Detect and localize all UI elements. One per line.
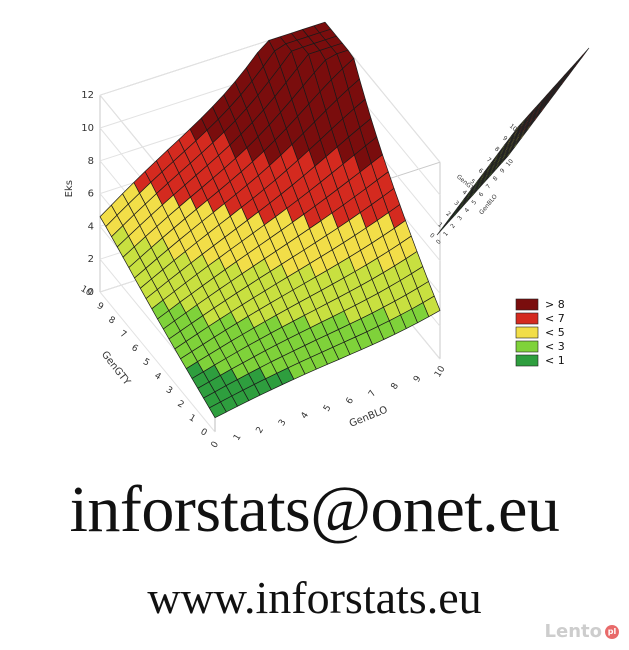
x-axis-label: GenBLO: [348, 405, 389, 430]
contour-y-tick: 7: [485, 156, 493, 164]
z-tick-label: 6: [88, 189, 94, 200]
z-tick-label: 2: [88, 254, 94, 265]
z-tick-label: 0: [88, 287, 94, 298]
contour-y-tick: 6: [477, 167, 485, 175]
legend-swatch: [515, 312, 539, 325]
watermark-badge: pl: [605, 624, 619, 639]
x-tick-label: 8: [390, 381, 402, 391]
contour-y-tick: 5: [469, 178, 477, 186]
contour-x-tick: 5: [470, 199, 478, 207]
x-tick-label: 5: [322, 403, 334, 413]
website-url[interactable]: www.inforstats.eu: [147, 572, 482, 623]
watermark-text: Lento: [544, 621, 602, 642]
contour-y-tick: 1: [436, 221, 444, 229]
z-tick-label: 12: [81, 90, 94, 101]
y-tick-label: 5: [141, 357, 151, 369]
legend: > 8< 7< 5< 3< 1: [515, 298, 565, 367]
x-tick-label: 7: [367, 389, 379, 399]
y-tick-label: 7: [118, 329, 128, 341]
contour-x-tick: 3: [456, 214, 464, 222]
y-tick-label: 6: [130, 343, 140, 355]
z-axis-label: Eks: [64, 180, 75, 197]
legend-swatch: [515, 326, 539, 339]
contour-x-tick: 9: [499, 167, 507, 175]
y-tick-label: 9: [95, 301, 105, 313]
legend-label: < 1: [545, 354, 565, 367]
y-tick-label: 3: [164, 385, 174, 397]
x-tick-label: 0: [210, 440, 222, 450]
y-axis-label: GenGTY: [99, 349, 133, 388]
contour-x-tick: 0: [435, 238, 443, 246]
grid-line: [99, 291, 216, 433]
contour-y-tick: 2: [444, 210, 452, 218]
x-tick-label: 6: [345, 396, 357, 406]
contour-y-tick: 0: [428, 232, 436, 240]
contour-y-tick: 9: [501, 135, 509, 143]
email-address[interactable]: inforstats@onet.eu: [69, 473, 560, 546]
legend-label: < 7: [545, 312, 565, 325]
x-tick-label: 10: [433, 364, 448, 379]
z-tick-label: 10: [81, 123, 94, 134]
x-tick-label: 9: [412, 374, 424, 384]
legend-label: < 5: [545, 326, 565, 339]
contour-y-tick: 8: [493, 146, 501, 154]
legend-label: > 8: [545, 298, 565, 311]
y-tick-label: 1: [187, 413, 197, 425]
legend-swatch: [515, 354, 539, 367]
y-tick-label: 0: [199, 427, 209, 439]
contour-y-tick: 3: [453, 200, 461, 208]
surface-cell: [208, 401, 227, 419]
contour-cell: [576, 47, 590, 64]
contour-x-tick: 7: [485, 183, 493, 191]
legend-swatch: [515, 298, 539, 311]
contour-x-tick: 8: [492, 175, 500, 183]
surface-mesh: [99, 21, 441, 419]
contour-x-tick: 1: [442, 230, 450, 238]
x-tick-label: 2: [255, 425, 267, 435]
x-tick-label: 1: [232, 433, 244, 443]
x-tick-label: 4: [300, 410, 312, 420]
contour-x-tick: 6: [478, 191, 486, 199]
lento-watermark: Lento pl: [545, 621, 619, 642]
y-tick-label: 2: [176, 399, 186, 411]
contour-x-tick: 4: [463, 207, 471, 215]
contour-y-tick: 10: [508, 123, 518, 133]
x-tick-label: 3: [277, 418, 289, 428]
y-tick-label: 8: [107, 315, 117, 327]
z-tick-label: 8: [88, 156, 94, 167]
y-tick-label: 4: [153, 371, 163, 383]
contour-x-tick: 10: [505, 158, 515, 168]
contour-x-tick: 2: [449, 222, 457, 230]
contour-y-tick: 4: [461, 189, 469, 197]
legend-swatch: [515, 340, 539, 353]
legend-label: < 3: [545, 340, 565, 353]
z-tick-label: 4: [88, 221, 94, 232]
